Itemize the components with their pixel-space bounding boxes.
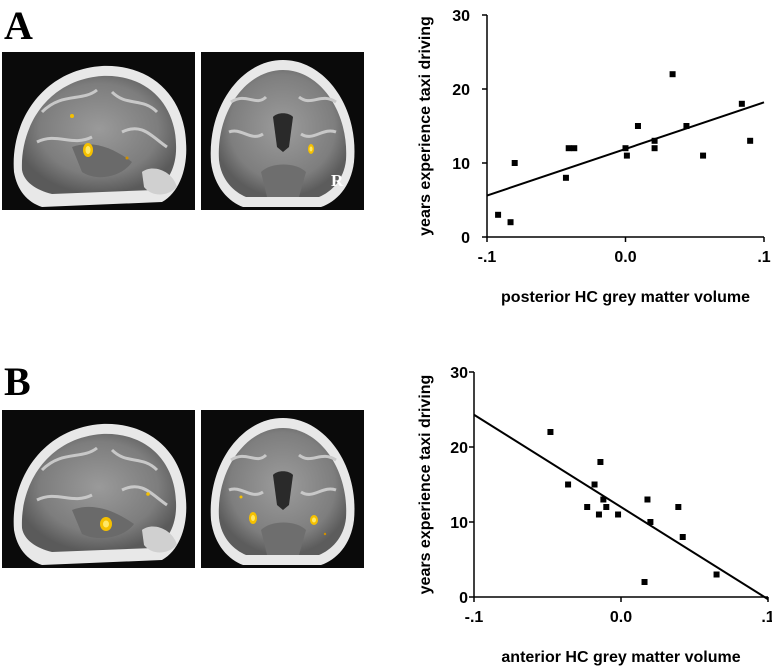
sagittal-mri-image-a [2,52,195,210]
y-tick-label: 10 [452,156,470,173]
data-point [597,459,604,465]
data-point [623,152,630,159]
data-point [584,504,591,510]
panel-letter-b: B [4,359,31,404]
y-axis-label: years experience taxi driving [417,16,434,236]
x-axis-label: anterior HC grey matter volume [501,649,740,666]
coronal-mri-image-a: R [201,52,364,210]
y-tick-label: 10 [450,515,468,532]
data-point [547,429,554,435]
right-hemisphere-label: R [331,171,344,190]
data-point [507,219,514,226]
data-point [683,123,690,129]
data-point [511,160,518,166]
data-point [675,504,682,510]
y-tick-label: 30 [450,365,468,382]
x-tick-label: .1 [761,609,772,626]
regression-line [473,413,769,601]
data-point [738,100,745,107]
data-point [644,496,651,503]
data-point [651,137,658,144]
data-point [679,534,686,540]
data-point [700,152,707,159]
data-point [565,145,572,152]
data-point [669,71,676,78]
y-tick-label: 20 [452,82,470,99]
x-axis-label: posterior HC grey matter volume [501,289,750,306]
data-point [562,174,569,181]
data-point [565,481,572,488]
y-tick-label: 30 [452,8,470,25]
data-point [615,511,622,518]
data-point [603,504,610,510]
y-tick-label: 0 [461,230,470,247]
y-tick-label: 20 [450,440,468,457]
data-point [595,511,602,518]
x-tick-label: 0.0 [614,249,636,266]
coronal-mri-image-b [201,410,364,568]
data-point [622,145,629,152]
scatter-chart-b: 0 10 20 30 -.1 0.0 .1 anterior HC grey matter v… [417,365,772,666]
data-point [641,579,648,585]
x-tick-label: .1 [757,249,770,266]
panel-letter-a: A [4,3,33,48]
x-tick-label: -.1 [478,249,497,266]
data-point [634,123,641,129]
data-point [747,137,754,144]
data-point [591,481,598,488]
y-axis-label: years experience taxi driving [417,375,434,595]
sagittal-mri-image-b [2,410,195,568]
x-tick-label: -.1 [465,609,484,626]
data-point [600,496,607,503]
data-point [651,145,658,152]
data-point [647,519,654,525]
data-point [495,211,502,218]
data-point [571,145,578,152]
scatter-chart-a: 0 10 20 30 -.1 0.0 .1 posterior HC grey matter … [417,8,771,306]
x-tick-label: 0.0 [610,609,632,626]
data-point [713,571,720,578]
y-tick-label: 0 [459,590,468,607]
